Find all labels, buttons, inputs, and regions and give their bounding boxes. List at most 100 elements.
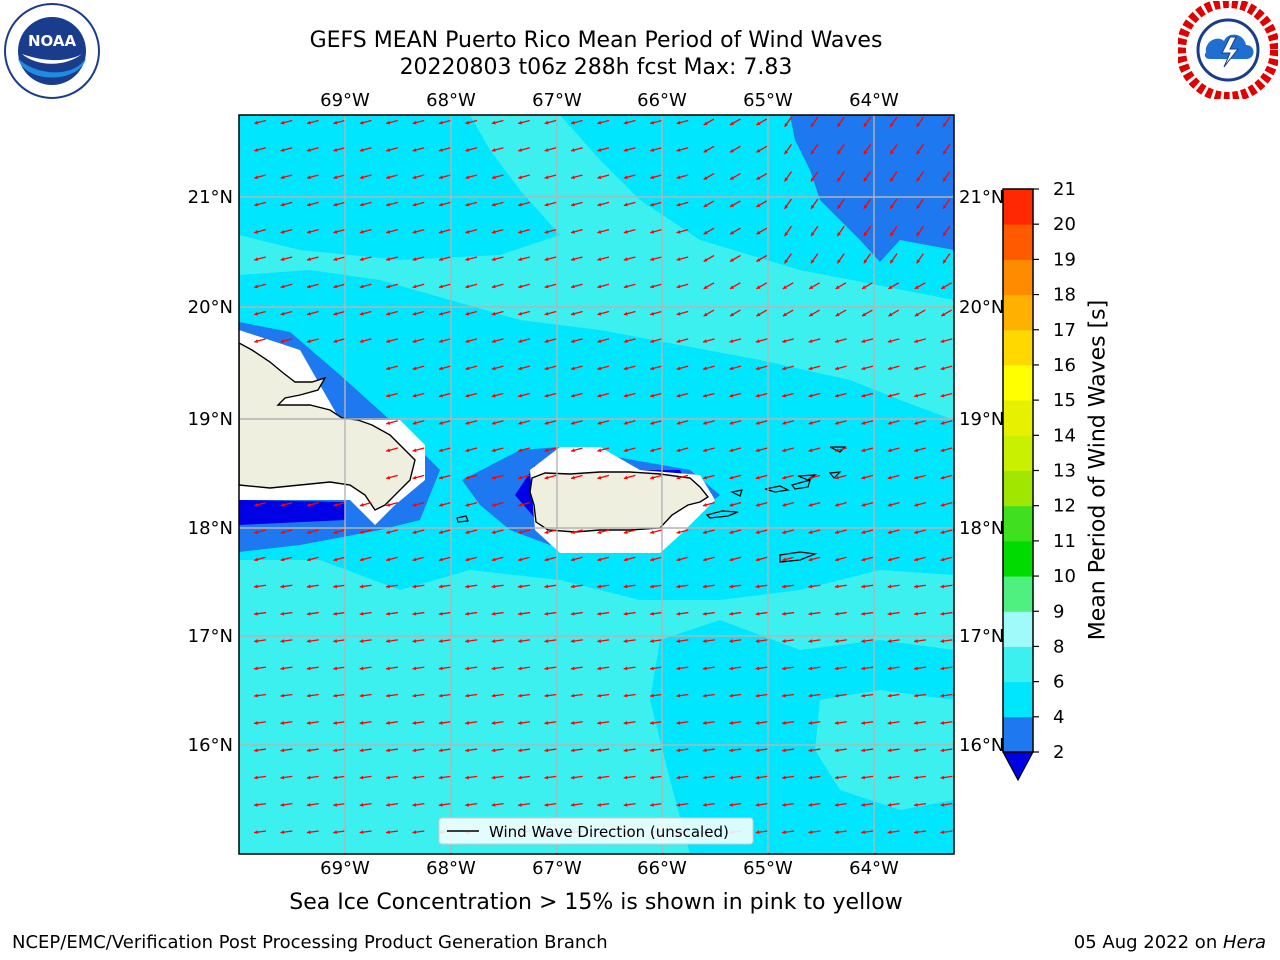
wave-direction-arrowhead <box>623 693 628 698</box>
wave-direction-arrowhead <box>730 148 735 153</box>
wave-direction-arrowhead <box>280 611 285 616</box>
lat-tick-label: 20°N <box>959 297 1004 318</box>
wave-direction-arrowhead <box>254 666 258 671</box>
wave-direction-arrowhead <box>887 339 892 343</box>
wave-direction-arrowhead <box>439 148 443 152</box>
wave-direction-arrowhead <box>623 748 628 753</box>
wave-direction-arrowhead <box>729 775 734 780</box>
wave-direction-arrowhead <box>597 693 602 698</box>
lat-tick-label: 16°N <box>959 735 1004 756</box>
wave-direction-arrowhead <box>491 502 496 507</box>
wave-direction-arrowhead <box>386 502 391 507</box>
wave-direction-arrowhead <box>412 257 417 261</box>
colorbar: 2 4 6 8 9 10 11 12 13 14 15 16 17 18 19 20 21 <box>1001 179 1076 782</box>
wave-direction-arrowhead <box>518 120 523 125</box>
wave-direction-arrowhead <box>597 148 602 152</box>
wave-direction-arrowhead <box>544 421 549 425</box>
lon-tick-label: 68°W <box>426 858 476 879</box>
wave-direction-arrowhead <box>359 830 364 835</box>
wave-direction-arrowhead <box>940 366 945 371</box>
lon-tick-label: 64°W <box>849 858 899 879</box>
wave-direction-arrowhead <box>544 721 549 725</box>
wave-direction-arrowhead <box>254 639 258 643</box>
wave-direction-arrowhead <box>623 393 628 398</box>
wave-direction-arrowhead <box>729 748 734 753</box>
wave-direction-arrowhead <box>755 775 760 780</box>
wave-direction-arrowhead <box>386 175 391 180</box>
wave-direction-arrowhead <box>782 666 786 671</box>
wave-direction-arrowhead <box>571 257 575 261</box>
wave-direction-arrowhead <box>729 639 734 643</box>
wave-direction-arrowhead <box>703 530 707 534</box>
wave-direction-arrowhead <box>730 203 735 207</box>
wave-direction-arrowhead <box>386 284 391 289</box>
wave-direction-arrowhead <box>863 204 868 209</box>
wave-direction-arrowhead <box>544 257 549 261</box>
field-2-4-northeast <box>790 115 954 262</box>
wave-direction-arrowhead <box>465 802 470 807</box>
wave-direction-arrowhead <box>465 148 470 152</box>
wave-direction-arrowhead <box>439 120 443 125</box>
wave-direction-arrowhead <box>942 204 947 209</box>
wave-direction-arrowhead <box>650 584 654 589</box>
wave-direction-arrowhead <box>333 202 338 207</box>
wave-direction-arrowhead <box>810 150 815 155</box>
wave-direction-arrowhead <box>359 120 364 125</box>
wave-direction-arrowhead <box>914 802 918 807</box>
wave-direction-arrowhead <box>359 202 364 207</box>
wave-direction-arrowhead <box>491 666 496 671</box>
wave-direction-arrowhead <box>703 121 708 125</box>
wave-direction-arrowhead <box>730 121 735 125</box>
wave-direction-arrowhead <box>676 311 681 316</box>
lon-tick-label: 69°W <box>320 90 370 111</box>
wave-direction-arrowhead <box>438 693 443 698</box>
wave-direction-arrowhead <box>254 257 259 261</box>
wave-direction-arrowhead <box>491 530 496 534</box>
wave-direction-arrowhead <box>755 802 760 807</box>
wave-direction-arrowhead <box>676 175 681 180</box>
wave-direction-arrowhead <box>465 502 470 507</box>
wave-direction-arrowhead <box>890 259 894 264</box>
wave-direction-arrowhead <box>650 421 655 425</box>
wave-direction-arrowhead <box>729 366 734 371</box>
wave-direction-arrowhead <box>254 284 259 289</box>
wave-direction-arrowhead <box>914 639 918 643</box>
wave-direction-arrowhead <box>835 502 839 507</box>
map-frame <box>238 114 955 855</box>
wave-direction-arrowhead <box>544 339 549 343</box>
wave-direction-arrowhead <box>465 366 470 371</box>
wave-direction-arrowhead <box>650 257 655 261</box>
colorbar-segment <box>1003 576 1033 612</box>
wave-direction-arrowhead <box>676 557 681 562</box>
wave-direction-arrowhead <box>623 721 628 725</box>
wave-direction-arrowhead <box>359 229 364 234</box>
wave-direction-arrowhead <box>333 530 338 534</box>
wave-direction-arrowhead <box>254 530 259 534</box>
wave-direction-arrowhead <box>650 284 655 289</box>
wave-direction-arrowhead <box>650 339 655 343</box>
wave-direction-arrowhead <box>544 120 549 125</box>
wave-direction-arrowhead <box>412 721 417 725</box>
wave-direction-arrowhead <box>916 150 921 155</box>
wave-direction-arrowhead <box>837 150 841 155</box>
wave-direction-arrowhead <box>784 150 789 155</box>
wave-direction-arrowhead <box>835 366 839 371</box>
noaa-logo: NOAA <box>2 2 102 100</box>
wave-direction-arrowhead <box>941 312 946 317</box>
wave-direction-arrowhead <box>544 693 549 698</box>
wave-direction-arrowhead <box>861 530 866 534</box>
wave-direction-arrowhead <box>307 175 311 180</box>
wave-direction-arrowhead <box>254 229 259 234</box>
wave-direction-arrowhead <box>703 312 708 317</box>
wave-direction-arrowhead <box>808 748 813 753</box>
wave-direction-arrowhead <box>755 475 760 480</box>
wave-direction-arrowhead <box>544 284 549 289</box>
wave-direction-arrowhead <box>887 475 892 480</box>
wave-direction-arrowhead <box>861 721 866 725</box>
colorbar-segment <box>1003 189 1033 225</box>
wave-direction-arrowhead <box>650 448 655 453</box>
map-area <box>239 115 954 854</box>
wave-direction-arrowhead <box>729 502 734 507</box>
wave-direction-arrowhead <box>808 448 813 453</box>
wave-direction-arrowhead <box>729 802 734 807</box>
